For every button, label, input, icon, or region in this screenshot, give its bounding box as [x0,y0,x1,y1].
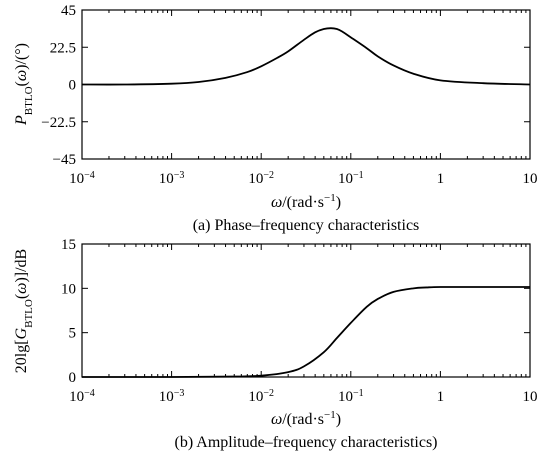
y-tick-label: −45 [53,152,76,168]
phase-curve [81,27,531,86]
x-tick-label: 1 [437,171,445,187]
phase-y-axis-label: PBTLO(ω)/(°) [13,43,35,126]
amplitude-ticks [81,243,531,378]
phase-ticks [81,9,531,160]
amplitude-y-axis-label: 20lg[GBTLO(ω)]/dB [13,249,35,373]
y-tick-label: 5 [69,326,77,342]
y-tick-label: −22.5 [41,115,76,131]
phase-x-tick-labels: 10−4 10−3 10−2 10−1 1 10 [69,170,537,188]
x-tick-label: 10 [523,389,538,405]
amplitude-curve [81,286,530,378]
phase-x-axis-label: ω/(rad·s−1) [271,192,341,211]
y-tick-label: 10 [61,281,76,297]
amplitude-caption: (b) Amplitude–frequency characteristics) [175,434,438,451]
x-tick-label: 10−4 [69,170,95,188]
x-tick-label: 10−1 [338,170,364,188]
phase-y-tick-labels: 45 22.5 0 −22.5 −45 [41,3,76,168]
x-tick-label: 10−3 [159,388,185,406]
x-tick-label: 10−4 [69,388,95,406]
x-tick-label: 10−2 [248,170,274,188]
y-tick-label: 0 [69,78,77,94]
x-tick-label: 10−2 [248,388,274,406]
x-tick-label: 10 [523,171,538,187]
x-tick-label: 10−3 [159,170,185,188]
y-tick-label: 22.5 [50,40,76,56]
y-tick-label: 0 [69,370,77,386]
x-tick-label: 10−1 [338,388,364,406]
amplitude-panel: 15 10 5 0 10−4 10−3 10−2 10−1 1 10 ω/(rad·s−1) 2… [13,237,538,451]
amplitude-x-tick-labels: 10−4 10−3 10−2 10−1 1 10 [69,388,537,406]
x-tick-label: 1 [437,389,445,405]
phase-panel: 45 22.5 0 −22.5 −45 10−4 10−3 10−2 10−1 1 10 ω/(r… [13,3,538,234]
amplitude-plot-frame [81,243,531,378]
amplitude-x-axis-label: ω/(rad·s−1) [271,409,341,428]
amplitude-y-tick-labels: 15 10 5 0 [61,237,76,386]
phase-caption: (a) Phase–frequency characteristics [193,217,420,234]
y-tick-label: 45 [61,3,76,19]
y-tick-label: 15 [61,237,76,253]
